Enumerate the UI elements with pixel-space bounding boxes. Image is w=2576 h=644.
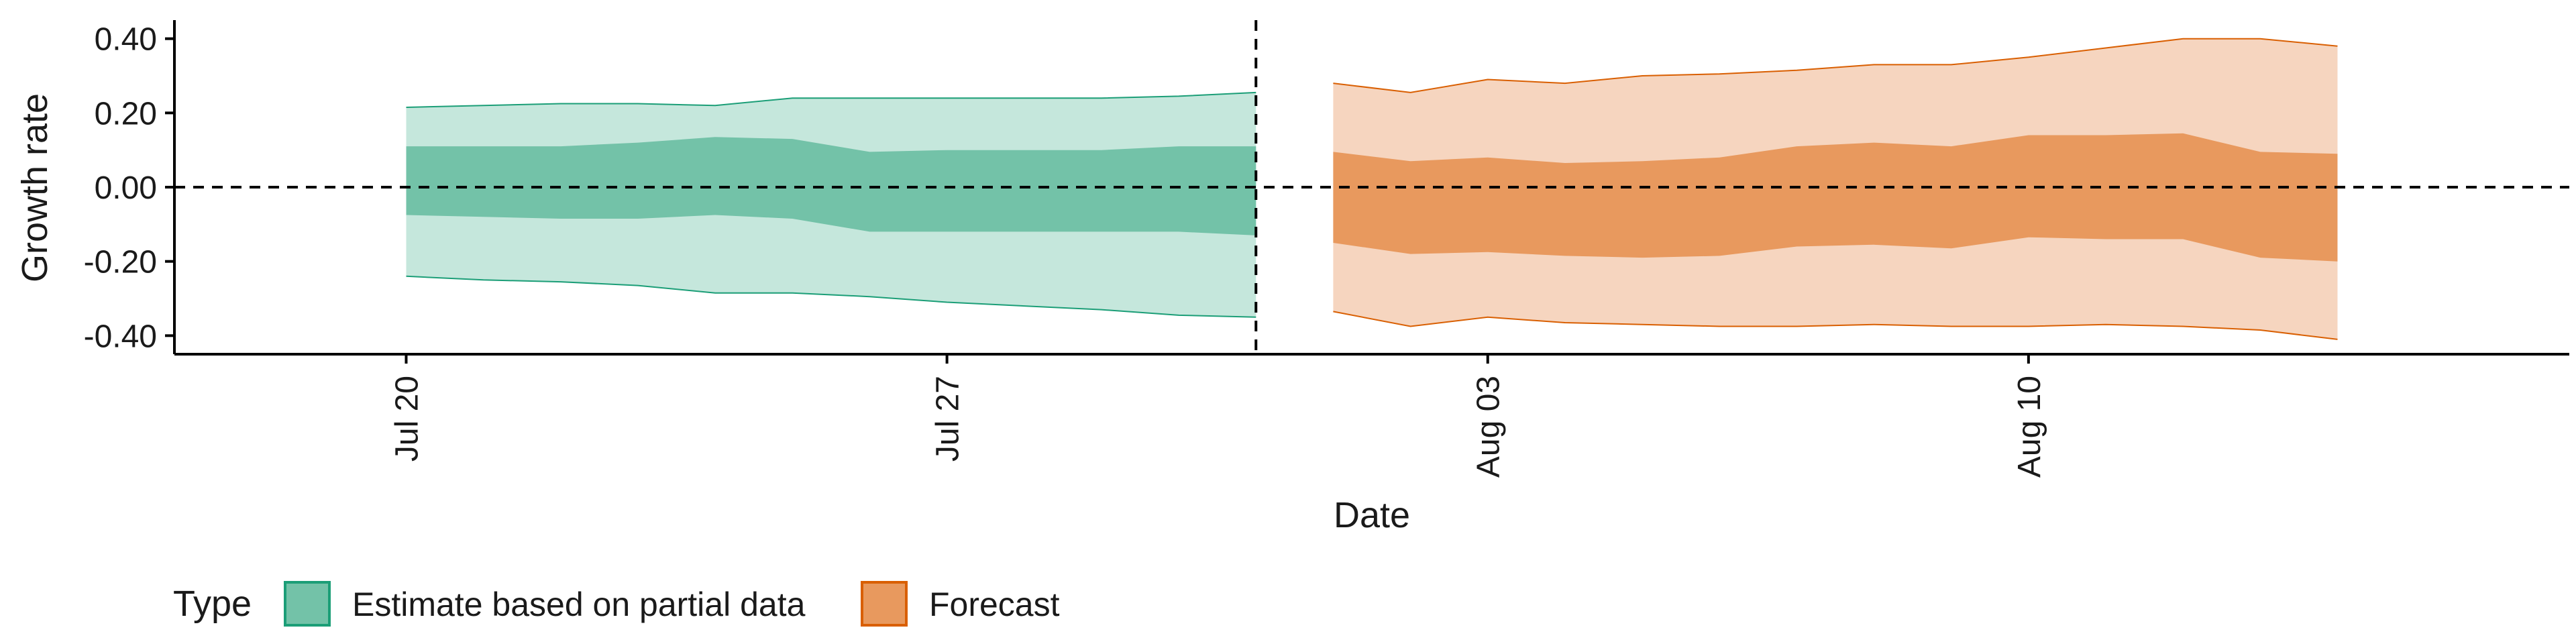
y-axis-title: Growth rate: [15, 93, 55, 282]
x-tick-label: Aug 10: [2012, 376, 2047, 478]
axes: 0.40 0.20 0.00 -0.20 -0.40 Jul 20 Jul 27 Aug 03…: [84, 20, 2569, 478]
legend-title: Type: [173, 584, 252, 624]
x-tick-label: Jul 27: [930, 376, 966, 462]
x-tick-label: Jul 20: [390, 376, 425, 462]
series-layer: [406, 38, 2338, 340]
y-tick-label: -0.20: [84, 245, 157, 280]
y-tick-label: -0.40: [84, 319, 157, 354]
outer-upper-edge: [406, 91, 1256, 108]
inner-interval-band: [406, 137, 1256, 235]
y-tick-label: 0.00: [95, 170, 157, 206]
series-forecast: [1333, 38, 2338, 340]
y-tick-label: 0.20: [95, 96, 157, 131]
outer-lower-edge: [406, 275, 1256, 318]
legend-label: Forecast: [929, 586, 1060, 623]
inner-interval-band: [1333, 133, 2338, 262]
legend: Type Estimate based on partial data Forec…: [173, 581, 1060, 627]
legend-key: [284, 581, 331, 627]
series-estimate: [406, 91, 1256, 318]
x-axis-title: Date: [1334, 495, 1410, 535]
reference-lines: [174, 20, 2569, 354]
x-tick-label: Aug 03: [1471, 376, 1507, 478]
legend-key: [861, 581, 908, 627]
y-tick-label: 0.40: [95, 22, 157, 58]
outer-lower-edge: [1333, 311, 2338, 340]
outer-upper-edge: [1333, 38, 2338, 93]
legend-label: Estimate based on partial data: [352, 586, 806, 623]
